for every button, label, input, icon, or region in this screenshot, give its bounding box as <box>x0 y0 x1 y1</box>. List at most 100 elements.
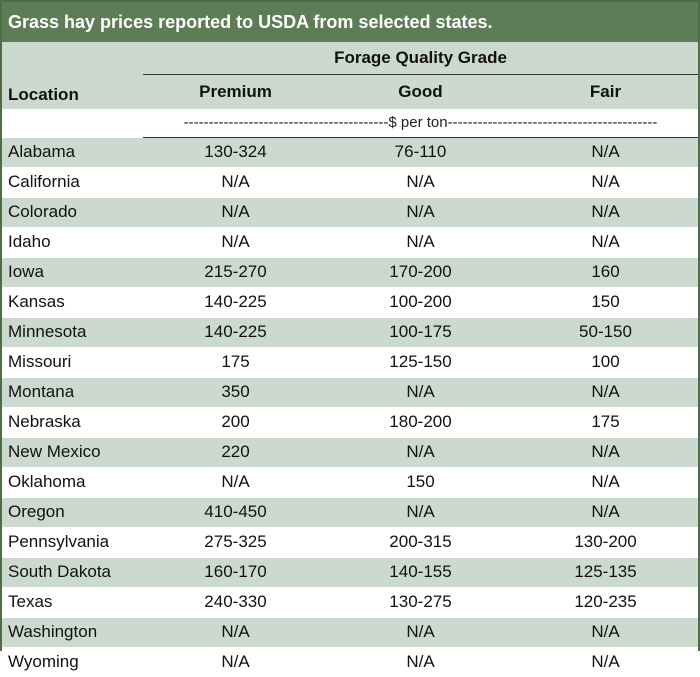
good-cell: 140-155 <box>328 556 513 587</box>
location-cell: Texas <box>2 586 143 617</box>
units-spacer <box>2 108 143 137</box>
good-cell: 170-200 <box>328 256 513 287</box>
units-label: ----------------------------------------… <box>143 108 699 138</box>
fair-cell: N/A <box>513 226 699 257</box>
table-row: Alabama 130-324 76-110 N/A <box>2 136 699 167</box>
good-cell: N/A <box>328 196 513 227</box>
table-row: South Dakota 160-170 140-155 125-135 <box>2 556 699 587</box>
table-row: Oklahoma N/A 150 N/A <box>2 466 699 497</box>
table-title: Grass hay prices reported to USDA from s… <box>2 2 698 42</box>
location-cell: California <box>2 166 143 197</box>
table-row: California N/A N/A N/A <box>2 166 699 197</box>
table-row: Colorado N/A N/A N/A <box>2 196 699 227</box>
good-cell: N/A <box>328 616 513 647</box>
fair-cell: N/A <box>513 466 699 497</box>
table-row: Idaho N/A N/A N/A <box>2 226 699 257</box>
premium-cell: N/A <box>143 196 328 227</box>
location-cell: Montana <box>2 376 143 407</box>
fair-cell: 150 <box>513 286 699 317</box>
table-body: Alabama 130-324 76-110 N/A California N/A N/A N… <box>2 136 699 677</box>
premium-cell: N/A <box>143 616 328 647</box>
premium-cell: N/A <box>143 166 328 197</box>
location-cell: Idaho <box>2 226 143 257</box>
fair-cell: N/A <box>513 616 699 647</box>
fair-cell: N/A <box>513 166 699 197</box>
fair-cell: N/A <box>513 646 699 677</box>
location-cell: Oklahoma <box>2 466 143 497</box>
table-row: Minnesota 140-225 100-175 50-150 <box>2 316 699 347</box>
location-cell: Wyoming <box>2 646 143 677</box>
fair-cell: 160 <box>513 256 699 287</box>
table-row: Wyoming N/A N/A N/A <box>2 646 699 677</box>
fair-cell: 50-150 <box>513 316 699 347</box>
good-cell: 200-315 <box>328 526 513 557</box>
premium-cell: 140-225 <box>143 286 328 317</box>
location-cell: Colorado <box>2 196 143 227</box>
table-row: Pennsylvania 275-325 200-315 130-200 <box>2 526 699 557</box>
premium-cell: N/A <box>143 226 328 257</box>
premium-cell: N/A <box>143 646 328 677</box>
forage-quality-grade-header: Forage Quality Grade <box>143 42 699 75</box>
location-cell: Oregon <box>2 496 143 527</box>
good-cell: N/A <box>328 496 513 527</box>
location-cell: Washington <box>2 616 143 647</box>
fair-cell: N/A <box>513 376 699 407</box>
good-cell: 76-110 <box>328 136 513 167</box>
table-row: Kansas 140-225 100-200 150 <box>2 286 699 317</box>
location-cell: Kansas <box>2 286 143 317</box>
fair-cell: 120-235 <box>513 586 699 617</box>
premium-cell: 410-450 <box>143 496 328 527</box>
location-column-header: Location <box>2 74 143 109</box>
premium-cell: 220 <box>143 436 328 467</box>
premium-cell: 175 <box>143 346 328 377</box>
table-row: Missouri 175 125-150 100 <box>2 346 699 377</box>
premium-column-header: Premium <box>143 74 328 109</box>
location-cell: Alabama <box>2 136 143 167</box>
table-row: Oregon 410-450 N/A N/A <box>2 496 699 527</box>
fair-cell: N/A <box>513 496 699 527</box>
good-cell: N/A <box>328 646 513 677</box>
table-row: New Mexico 220 N/A N/A <box>2 436 699 467</box>
fair-column-header: Fair <box>513 74 699 109</box>
table-header: Forage Quality Grade Location Premium Go… <box>2 42 699 138</box>
good-cell: 180-200 <box>328 406 513 437</box>
table-row: Texas 240-330 130-275 120-235 <box>2 586 699 617</box>
good-cell: N/A <box>328 226 513 257</box>
fair-cell: 175 <box>513 406 699 437</box>
good-cell: 125-150 <box>328 346 513 377</box>
location-cell: Minnesota <box>2 316 143 347</box>
location-cell: Iowa <box>2 256 143 287</box>
premium-cell: 130-324 <box>143 136 328 167</box>
premium-cell: 160-170 <box>143 556 328 587</box>
location-cell: New Mexico <box>2 436 143 467</box>
location-cell: Pennsylvania <box>2 526 143 557</box>
location-cell: South Dakota <box>2 556 143 587</box>
fair-cell: 100 <box>513 346 699 377</box>
fair-cell: 125-135 <box>513 556 699 587</box>
hay-price-table: Forage Quality Grade Location Premium Go… <box>2 42 699 677</box>
table-row: Nebraska 200 180-200 175 <box>2 406 699 437</box>
premium-cell: N/A <box>143 466 328 497</box>
good-cell: 100-200 <box>328 286 513 317</box>
table-row: Washington N/A N/A N/A <box>2 616 699 647</box>
premium-cell: 140-225 <box>143 316 328 347</box>
premium-cell: 215-270 <box>143 256 328 287</box>
premium-cell: 350 <box>143 376 328 407</box>
header-spacer <box>2 42 143 75</box>
fair-cell: 130-200 <box>513 526 699 557</box>
premium-cell: 240-330 <box>143 586 328 617</box>
table-row: Montana 350 N/A N/A <box>2 376 699 407</box>
fair-cell: N/A <box>513 436 699 467</box>
location-cell: Missouri <box>2 346 143 377</box>
good-cell: 150 <box>328 466 513 497</box>
good-cell: 130-275 <box>328 586 513 617</box>
good-cell: 100-175 <box>328 316 513 347</box>
fair-cell: N/A <box>513 196 699 227</box>
premium-cell: 275-325 <box>143 526 328 557</box>
fair-cell: N/A <box>513 136 699 167</box>
good-cell: N/A <box>328 376 513 407</box>
table-row: Iowa 215-270 170-200 160 <box>2 256 699 287</box>
location-cell: Nebraska <box>2 406 143 437</box>
good-cell: N/A <box>328 166 513 197</box>
